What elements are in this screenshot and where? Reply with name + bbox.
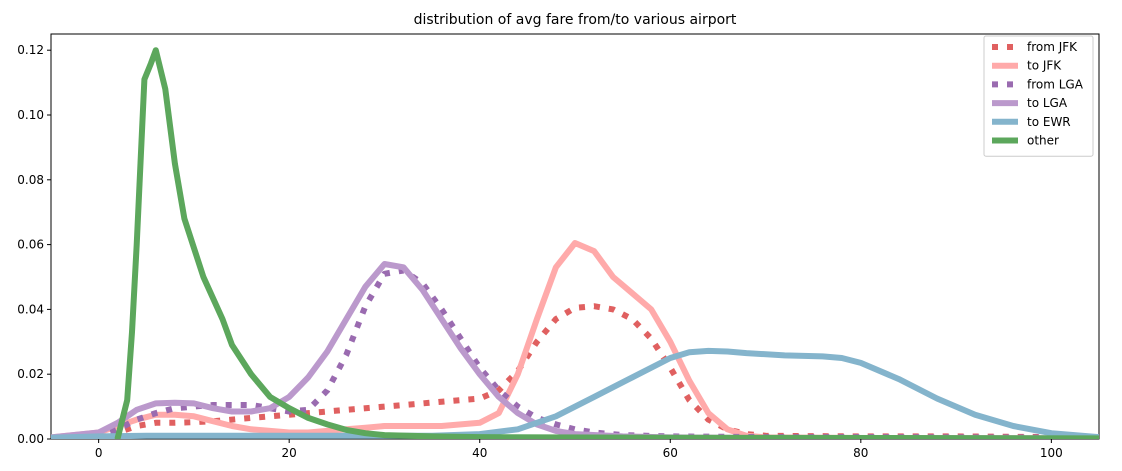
legend-label-to-ewr: to EWR (1027, 115, 1071, 129)
x-tick-label: 0 (95, 446, 103, 460)
y-axis: 0.00 0.02 0.04 0.06 0.08 0.10 0.12 (17, 43, 51, 446)
y-tick-label: 0.06 (17, 238, 44, 252)
x-tick-label: 20 (282, 446, 297, 460)
legend: from JFK to JFK from LGA to LGA to EWR other (983, 35, 1094, 157)
y-tick-label: 0.12 (17, 43, 44, 57)
y-tick-label: 0.02 (17, 367, 44, 381)
plot-area (50, 33, 1100, 440)
x-axis: 0 20 40 60 80 100 (95, 439, 1063, 460)
y-tick-label: 0.00 (17, 432, 44, 446)
legend-label-to-jfk: to JFK (1027, 59, 1062, 73)
legend-label-other: other (1027, 134, 1059, 148)
series-line-to-lga (51, 261, 1099, 439)
y-tick-label: 0.04 (17, 302, 44, 316)
series-line-from-lga (51, 267, 1099, 439)
x-tick-label: 80 (853, 446, 868, 460)
x-tick-label: 60 (663, 446, 678, 460)
x-tick-label: 100 (1040, 446, 1063, 460)
chart-title: distribution of avg fare from/to various… (414, 12, 737, 28)
legend-label-from-lga: from LGA (1027, 77, 1084, 91)
x-tick-label: 40 (472, 446, 487, 460)
y-tick-label: 0.08 (17, 173, 44, 187)
legend-label-from-jfk: from JFK (1027, 40, 1078, 54)
series-line-to-jfk (51, 240, 1099, 439)
series-line-other (114, 47, 1099, 439)
series-layer (51, 47, 1099, 439)
legend-label-to-lga: to LGA (1027, 96, 1068, 110)
series-line-to-ewr (51, 347, 1099, 439)
y-tick-label: 0.10 (17, 108, 44, 122)
plot-frame (50, 33, 1100, 440)
